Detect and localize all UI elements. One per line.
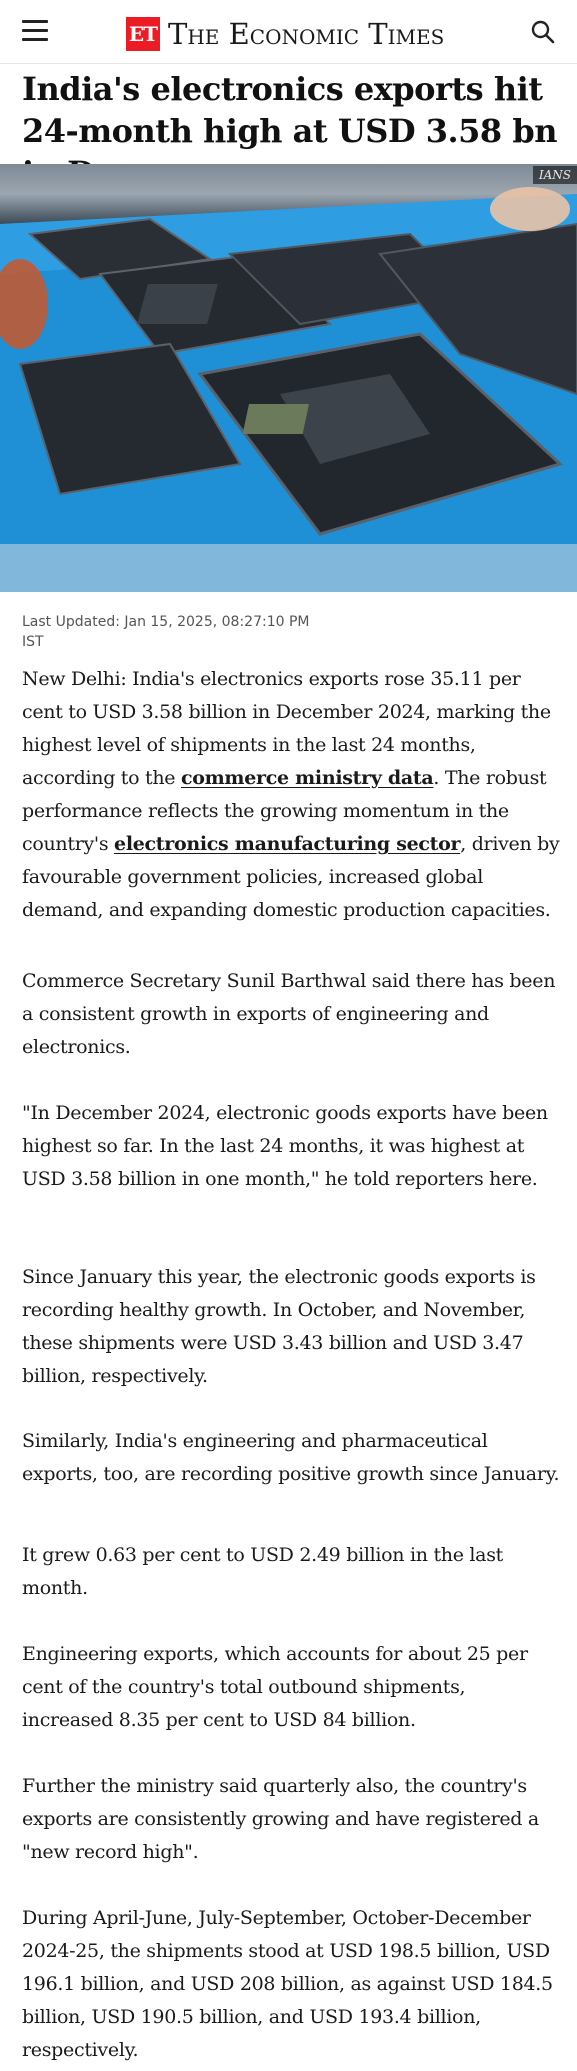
paragraph-5: Similarly, India's engineering and pharm… [22,1430,560,1485]
paragraph-7: Engineering exports, which accounts for … [22,1643,528,1731]
hero-illustration [0,187,577,592]
paragraph-8: Further the ministry said quarterly also… [22,1775,539,1863]
paragraph-1: New Delhi: India's electronics exports r… [22,663,562,927]
hamburger-menu-icon[interactable] [22,20,48,44]
article-hero-image[interactable]: IANS [0,164,577,592]
image-credit: IANS [532,166,577,184]
top-bar: ET The Economic Times [0,0,577,64]
paragraph-1-text-b: . The robust performance reflects the gr… [22,767,547,855]
paragraph-1-text-c: , driven by favourable government polici… [22,833,560,921]
commerce-ministry-data-link[interactable]: commerce ministry data [180,767,434,789]
paragraph-6: It grew 0.63 per cent to USD 2.49 billio… [22,1544,503,1599]
last-updated-timestamp: Last Updated: Jan 15, 2025, 08:27:10 PM … [22,614,310,650]
logo-text: The Economic Times [168,17,445,51]
site-logo[interactable]: ET The Economic Times [126,17,444,51]
logo-mark: ET [126,17,160,51]
paragraph-9: During April-June, July-September, Octob… [22,1907,553,2061]
search-icon[interactable] [530,19,556,45]
paragraph-4: Since January this year, the electronic … [22,1266,536,1387]
electronics-manufacturing-sector-link[interactable]: electronics manufacturing sector [114,833,461,855]
paragraph-1-text-a: New Delhi: India's electronics exports r… [22,668,551,789]
paragraph-3: "In December 2024, electronic goods expo… [22,1102,548,1190]
paragraph-2: Commerce Secretary Sunil Barthwal said t… [22,970,556,1058]
